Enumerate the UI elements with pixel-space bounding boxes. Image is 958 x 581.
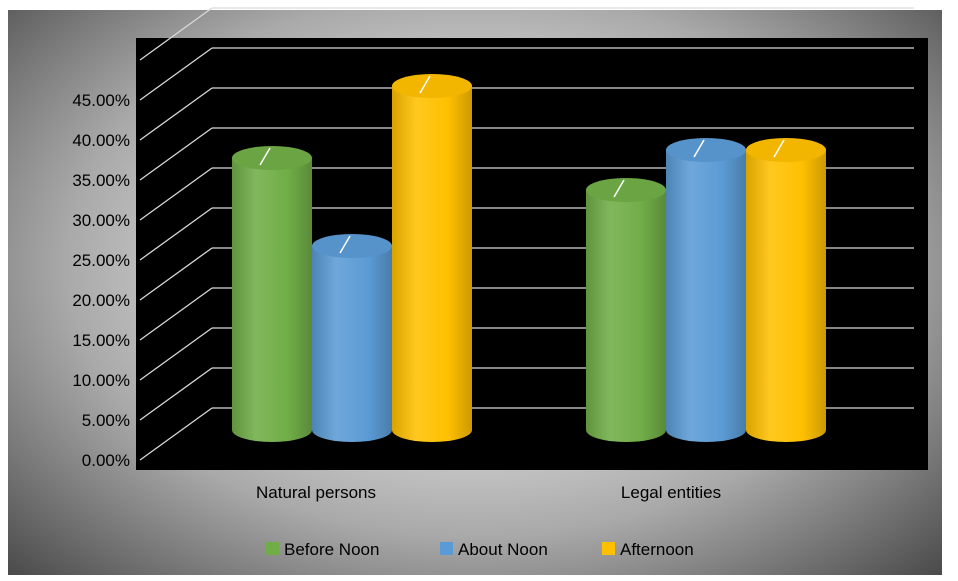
legend-item-about-noon: About Noon [440, 540, 548, 559]
gridline-depth [139, 247, 213, 301]
gridline-depth [139, 207, 213, 261]
legend-label: Before Noon [284, 540, 379, 559]
y-tick-label: 30.00% [72, 211, 130, 230]
gridline-depth [139, 367, 213, 421]
bar-body [312, 246, 392, 442]
y-axis: 0.00% 5.00% 10.00% 15.00% 20.00% 25.00% 30.00%… [72, 91, 130, 470]
bar-top [746, 138, 826, 162]
bar-body [586, 190, 666, 442]
bar-top [312, 234, 392, 258]
bar-top [392, 74, 472, 98]
gridline-depth [139, 87, 213, 141]
legend-label: Afternoon [620, 540, 694, 559]
bar-body [232, 158, 312, 442]
y-tick-label: 15.00% [72, 331, 130, 350]
data-label-leader [339, 235, 351, 254]
y-tick-label: 40.00% [72, 131, 130, 150]
bar-about-noon-legal-entities [666, 138, 746, 442]
bar-top [232, 146, 312, 170]
y-tick-label: 10.00% [72, 371, 130, 390]
gridline-depth [139, 327, 213, 381]
x-category-label: Legal entities [621, 483, 721, 502]
bar-before-noon-natural-persons [232, 146, 312, 442]
bar-body [746, 150, 826, 442]
bars [232, 74, 826, 442]
bar-top [586, 178, 666, 202]
data-label-leader [773, 139, 785, 158]
y-tick-label: 5.00% [82, 411, 130, 430]
bar-top [666, 138, 746, 162]
legend-swatch [266, 542, 279, 555]
gridline-depth [139, 287, 213, 341]
legend: Before Noon About Noon Afternoon [266, 540, 694, 559]
legend-item-before-noon: Before Noon [266, 540, 379, 559]
legend-swatch [440, 542, 453, 555]
bar-body [666, 150, 746, 442]
data-label-leader [693, 139, 705, 158]
gridline-depth [139, 407, 213, 461]
bar-afternoon-legal-entities [746, 138, 826, 442]
data-label-leader [613, 179, 625, 198]
y-tick-label: 25.00% [72, 251, 130, 270]
data-label-leader [419, 75, 431, 94]
data-label-leader [259, 147, 271, 166]
bar-body [392, 86, 472, 442]
legend-item-afternoon: Afternoon [602, 540, 694, 559]
gridline-depth [139, 127, 213, 181]
gridline-depth [139, 47, 213, 101]
bar-before-noon-legal-entities [586, 178, 666, 442]
gridline-depth [139, 167, 213, 221]
gridline-depth [139, 7, 213, 61]
y-tick-label: 35.00% [72, 171, 130, 190]
bar-about-noon-natural-persons [312, 234, 392, 442]
y-tick-label: 0.00% [82, 451, 130, 470]
legend-swatch [602, 542, 615, 555]
y-tick-label: 20.00% [72, 291, 130, 310]
bar-afternoon-natural-persons [392, 74, 472, 442]
legend-label: About Noon [458, 540, 548, 559]
x-axis: Natural persons Legal entities [256, 483, 721, 502]
y-tick-label: 45.00% [72, 91, 130, 110]
x-category-label: Natural persons [256, 483, 376, 502]
